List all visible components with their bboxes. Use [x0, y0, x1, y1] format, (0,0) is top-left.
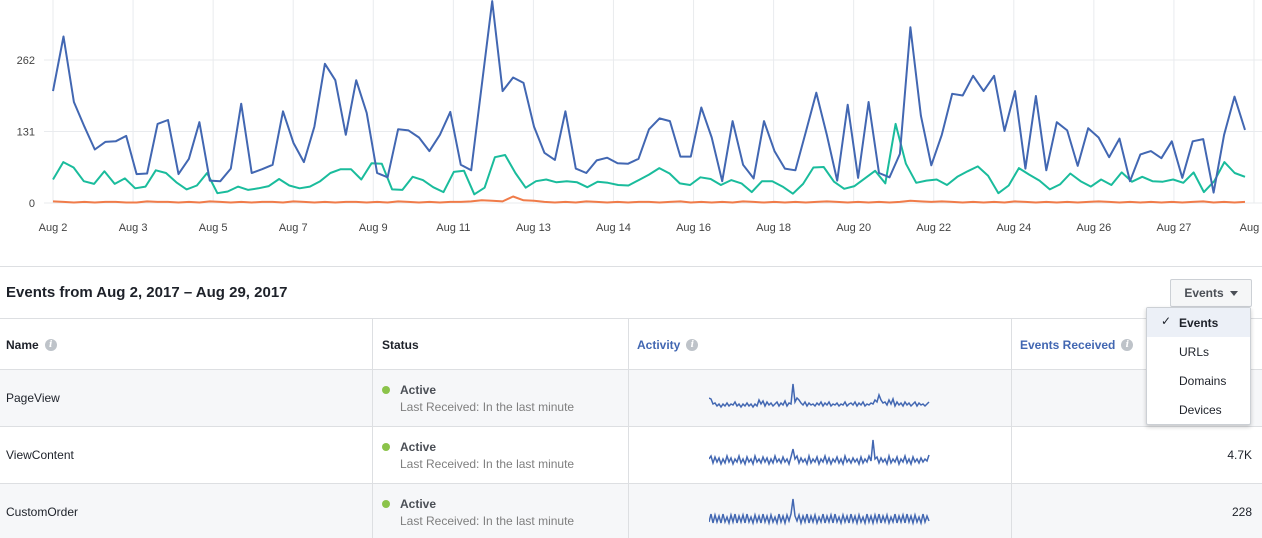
dropdown-item-label: Domains — [1179, 374, 1227, 388]
x-tick-label: Aug 2 — [1240, 222, 1262, 234]
activity-column-header[interactable]: Activity i — [637, 338, 699, 352]
caret-down-icon — [1229, 291, 1238, 296]
active-status-dot — [382, 386, 390, 394]
x-tick-label: Aug 16 — [676, 222, 711, 234]
sparkline-path — [709, 498, 930, 526]
y-tick-label: 0 — [29, 198, 35, 210]
dropdown-item-label: URLs — [1179, 345, 1210, 359]
x-tick-label: Aug 26 — [1076, 222, 1111, 234]
x-tick-label: Aug 27 — [1156, 222, 1191, 234]
sparkline-path — [709, 439, 930, 467]
info-icon[interactable]: i — [1121, 339, 1134, 351]
dropdown-item-devices[interactable]: Devices — [1147, 395, 1250, 424]
series-line — [52, 0, 1246, 194]
dropdown-item-urls[interactable]: URLs — [1147, 337, 1250, 366]
x-tick-label: Aug 5 — [199, 222, 228, 234]
event-name: ViewContent — [6, 448, 74, 462]
dropdown-item-label: Devices — [1179, 403, 1222, 417]
table-row[interactable]: ViewContent Active Last Received: In the… — [0, 426, 1262, 483]
view-select-label: Events — [1184, 286, 1224, 300]
x-tick-label: Aug 22 — [916, 222, 951, 234]
last-received-text: Last Received: In the last minute — [400, 457, 575, 471]
activity-sparkline — [709, 383, 930, 409]
activity-sparkline — [709, 439, 930, 467]
info-icon[interactable]: i — [44, 339, 57, 351]
series-line — [52, 195, 1246, 204]
x-tick-label: Aug 13 — [516, 222, 551, 234]
checkmark-icon: ✓ — [1161, 314, 1172, 328]
event-count: 4.7K — [1227, 448, 1252, 462]
status-label: Active — [400, 497, 437, 511]
status-label: Active — [400, 383, 437, 397]
event-name: CustomOrder — [6, 505, 79, 519]
event-count: 228 — [1231, 505, 1252, 519]
status-column-header: Status — [382, 338, 419, 352]
x-tick-label: Aug 24 — [996, 222, 1031, 234]
name-column-header[interactable]: Name i — [6, 338, 57, 352]
active-status-dot — [382, 500, 390, 508]
y-tick-label: 131 — [17, 127, 35, 139]
section-divider — [0, 266, 1262, 267]
name-header-label: Name — [6, 338, 39, 352]
section-title: Events from Aug 2, 2017 – Aug 29, 2017 — [6, 284, 288, 301]
table-header-row: Name i Status Activity i Events Received… — [0, 318, 1262, 369]
event-name: PageView — [6, 391, 60, 405]
events-line-chart: 0 131 262 Aug 2 Aug 3 Aug 5 Aug 7 Aug 9 Aug 11 Au… — [0, 0, 1262, 268]
table-row[interactable]: CustomOrder Active Last Received: In the… — [0, 483, 1262, 538]
x-tick-label: Aug 9 — [359, 222, 388, 234]
line-chart-svg: 0 131 262 Aug 2 Aug 3 Aug 5 Aug 7 Aug 9 Aug 11 Au… — [17, 0, 1262, 234]
sparkline-path — [709, 383, 930, 409]
x-tick-label: Aug 14 — [596, 222, 631, 234]
last-received-text: Last Received: In the last minute — [400, 400, 575, 414]
view-dropdown-menu: ✓ Events URLs Domains Devices — [1146, 307, 1251, 425]
x-tick-label: Aug 7 — [279, 222, 308, 234]
view-select-button[interactable]: Events — [1170, 279, 1252, 307]
table-row[interactable]: PageView Active Last Received: In the la… — [0, 369, 1262, 426]
x-tick-label: Aug 2 — [39, 222, 68, 234]
y-tick-label: 262 — [17, 55, 35, 67]
info-icon[interactable]: i — [686, 339, 699, 351]
dropdown-item-events[interactable]: ✓ Events — [1147, 308, 1250, 337]
activity-header-label: Activity — [637, 338, 681, 352]
x-tick-label: Aug 20 — [836, 222, 871, 234]
x-tick-label: Aug 3 — [119, 222, 148, 234]
x-tick-label: Aug 11 — [436, 222, 470, 234]
events-received-header-label: Events Received — [1020, 338, 1116, 352]
series-line — [52, 122, 1246, 196]
last-received-text: Last Received: In the last minute — [400, 514, 575, 528]
x-tick-label: Aug 18 — [756, 222, 791, 234]
status-header-label: Status — [382, 338, 419, 352]
activity-sparkline — [709, 498, 930, 526]
active-status-dot — [382, 443, 390, 451]
events-received-column-header[interactable]: Events Received i — [1020, 338, 1134, 352]
dropdown-item-label: Events — [1179, 316, 1219, 330]
dropdown-item-domains[interactable]: Domains — [1147, 366, 1250, 395]
status-label: Active — [400, 440, 437, 454]
